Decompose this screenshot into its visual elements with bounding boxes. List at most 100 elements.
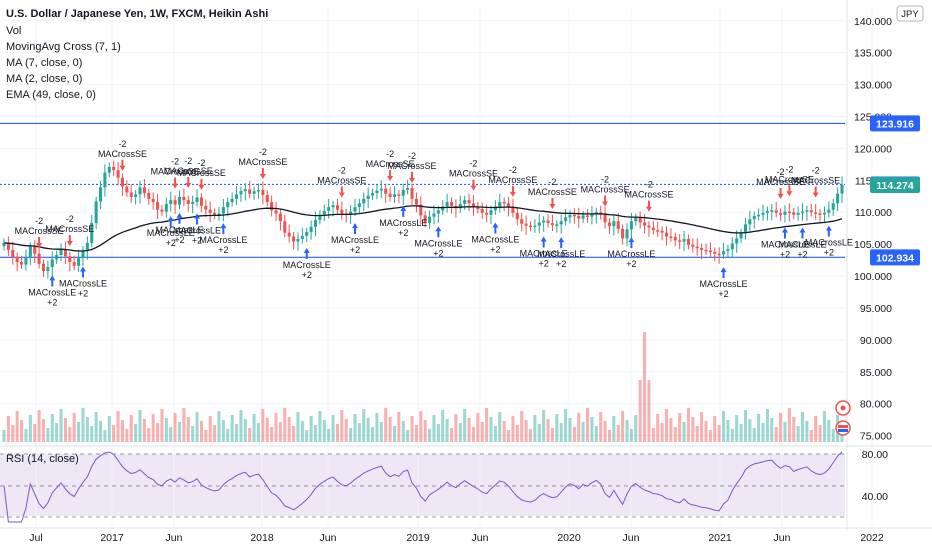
volume-bar xyxy=(191,426,195,442)
signal-qty: +2 xyxy=(302,270,312,280)
volume-bar xyxy=(507,430,511,442)
volume-bar xyxy=(436,424,440,442)
candle-body xyxy=(72,262,76,266)
signal-label: MACrossLE xyxy=(607,249,655,259)
signal-qty: +2 xyxy=(490,244,500,254)
volume-bar xyxy=(581,422,585,442)
volume-bar xyxy=(682,422,686,442)
volume-bar xyxy=(217,411,221,442)
signal-label: MACrossLE xyxy=(283,260,331,270)
volume-bar xyxy=(6,416,10,442)
price-axis[interactable]: 140.000135.000130.000125.000120.000115.0… xyxy=(0,0,932,530)
flag-icon[interactable] xyxy=(835,420,851,436)
volume-bar xyxy=(305,430,309,442)
down-arrow-icon xyxy=(66,235,73,247)
candle-body xyxy=(669,236,673,238)
candle-body xyxy=(204,205,208,210)
study-ma7[interactable]: MA (7, close, 0) xyxy=(6,57,82,69)
up-arrow-icon xyxy=(303,247,310,259)
volume-bar xyxy=(739,424,743,442)
candle-body xyxy=(822,212,826,215)
candle-body xyxy=(748,219,752,225)
volume-bar xyxy=(116,411,120,442)
volume-bar xyxy=(779,413,783,442)
price-badge xyxy=(870,249,920,266)
candle-body xyxy=(436,210,440,214)
rsi-label[interactable]: RSI (14, close) xyxy=(6,453,79,465)
volume-bar xyxy=(520,411,524,442)
signal-qty: +2 xyxy=(797,250,807,260)
volume-bar xyxy=(142,419,146,442)
volume-bar xyxy=(265,418,269,442)
candle-body xyxy=(384,188,388,194)
volume-bar xyxy=(309,416,313,442)
down-arrow-icon xyxy=(509,185,516,197)
volume-bar xyxy=(15,411,19,442)
candle-body xyxy=(296,239,300,242)
signal-qty: +2 xyxy=(780,250,790,260)
candle-body xyxy=(840,184,844,194)
currency-badge[interactable] xyxy=(896,5,924,22)
volume-bar xyxy=(524,420,528,442)
volume-bars xyxy=(2,332,844,442)
volume-bar xyxy=(735,415,739,442)
signal-label: MACrossSE xyxy=(756,177,805,187)
up-arrow-icon xyxy=(176,212,183,224)
signal-label: MACrossLE xyxy=(59,278,107,288)
signal-label: MACrossLE xyxy=(379,218,427,228)
volume-bar xyxy=(397,412,401,442)
candle-body xyxy=(283,221,287,233)
candle-body xyxy=(33,246,37,254)
volume-bar xyxy=(322,420,326,442)
candle-body xyxy=(498,202,502,207)
down-arrow-icon xyxy=(259,168,266,180)
volume-bar xyxy=(621,411,625,442)
volume-bar xyxy=(805,421,809,442)
volume-bar xyxy=(498,412,502,442)
up-arrow-icon xyxy=(194,213,201,225)
volume-bar xyxy=(151,414,155,442)
volume-bar xyxy=(239,410,243,442)
candle-body xyxy=(243,189,247,192)
volume-bar xyxy=(379,422,383,442)
volume-bar xyxy=(831,429,835,442)
candle-body xyxy=(735,238,739,244)
time-axis[interactable]: Jul 2017 Jun 2018 Jun 2019 Jun 2020 Jun 2021 Jun 20… xyxy=(29,532,884,544)
study-ma2[interactable]: MA (2, close, 0) xyxy=(6,73,82,85)
volume-bar xyxy=(673,427,677,442)
study-mavg-cross[interactable]: MovingAvg Cross (7, 1) xyxy=(6,41,121,53)
candle-body xyxy=(730,243,734,250)
study-vol[interactable]: Vol xyxy=(6,25,21,37)
signal-qty: -2 xyxy=(66,214,74,224)
volume-bar xyxy=(818,425,822,442)
rsi-band xyxy=(0,454,845,516)
y-tick-label: 120.000 xyxy=(854,143,892,155)
signals: MACrossSE-2MACrossLE+2MACrossSE-2MACross… xyxy=(15,139,853,308)
candle-body xyxy=(752,216,756,220)
volume-bar xyxy=(704,421,708,442)
study-ema49[interactable]: EMA (49, close, 0) xyxy=(6,89,96,101)
candle-body xyxy=(191,202,195,204)
volume-bar xyxy=(717,425,721,442)
candle-body xyxy=(695,246,699,249)
down-arrow-icon xyxy=(602,195,609,207)
signal-label: MACrossLE xyxy=(805,238,853,248)
candle-body xyxy=(85,242,89,251)
candle-body xyxy=(50,259,54,268)
rsi-reference-lines xyxy=(0,453,845,518)
signal-qty: -2 xyxy=(35,216,43,226)
candle-body xyxy=(230,198,234,203)
candle-body xyxy=(489,210,493,215)
alert-circle-icon[interactable] xyxy=(835,400,851,416)
up-arrow-icon xyxy=(492,222,499,234)
candle-body xyxy=(322,210,326,215)
volume-bar xyxy=(138,410,142,442)
candle-body xyxy=(818,213,822,216)
volume-bar xyxy=(441,410,445,442)
volume-bar xyxy=(221,420,225,442)
candle-body xyxy=(287,232,291,237)
volume-bar xyxy=(55,423,59,442)
volume-bar xyxy=(467,418,471,442)
